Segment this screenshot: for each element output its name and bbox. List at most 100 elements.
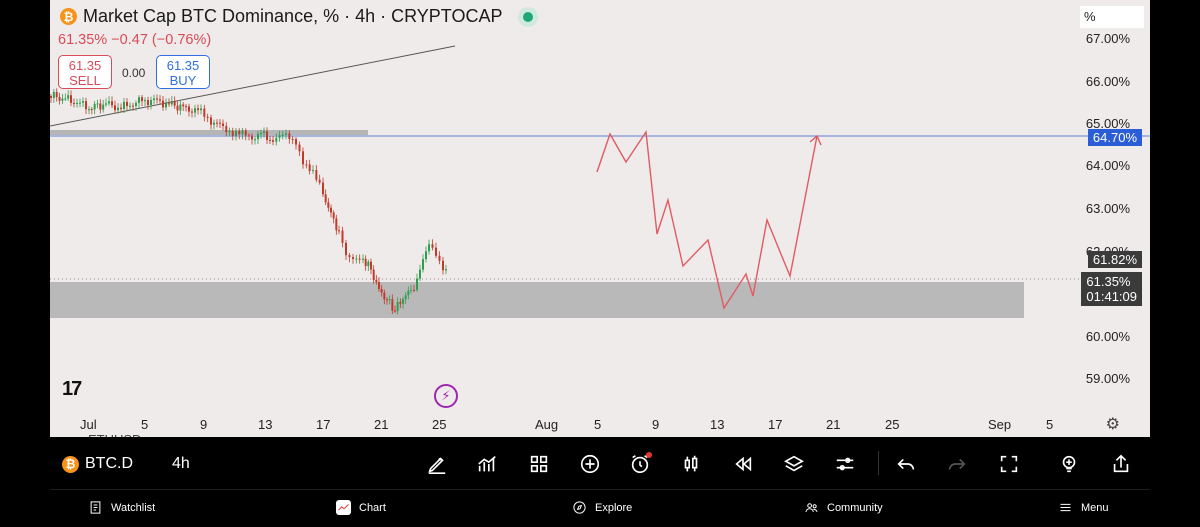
drawing-tool-icon[interactable] (424, 451, 450, 477)
candle-body (364, 258, 367, 267)
fullscreen-icon[interactable] (996, 451, 1022, 477)
candle-body (391, 299, 394, 311)
candle-body (402, 299, 404, 304)
candle-body (410, 289, 412, 291)
candle-body (312, 170, 314, 172)
candle-body (438, 255, 441, 261)
chart-type-icon[interactable] (678, 451, 704, 477)
watchlist-icon (90, 501, 101, 514)
symbol-title[interactable]: ₿ Market Cap BTC Dominance, % · 4h · CRY… (60, 6, 539, 27)
candle-body (330, 207, 332, 213)
candle-body (244, 130, 247, 136)
sell-button[interactable]: 61.35 SELL (58, 55, 112, 89)
candle-body (126, 101, 128, 106)
candle-body (120, 107, 122, 109)
x-tick: 21 (374, 417, 389, 432)
x-tick: 25 (432, 417, 447, 432)
candle-body (235, 131, 237, 136)
candle-body (295, 139, 297, 145)
x-tick: 9 (200, 417, 208, 432)
replay-icon[interactable] (730, 451, 756, 477)
chart-area[interactable]: ₿ Market Cap BTC Dominance, % · 4h · CRY… (50, 0, 1150, 437)
candle-body (308, 164, 311, 171)
nav-community[interactable]: Community (804, 500, 883, 515)
indicators-icon[interactable] (474, 451, 500, 477)
candle-body (52, 91, 55, 98)
resistance-band[interactable] (50, 130, 368, 135)
candle-body (156, 98, 158, 100)
candle-body (358, 258, 361, 260)
buy-button[interactable]: 61.35 BUY (156, 55, 210, 89)
candle-body (50, 96, 52, 98)
nav-chart[interactable]: Chart (336, 500, 386, 515)
candle-body (362, 258, 364, 260)
sell-price: 61.35 (68, 58, 102, 73)
candle-body (291, 138, 294, 140)
share-icon[interactable] (1108, 451, 1134, 477)
bottom-nav: Watchlist Chart Explore Community Menu (50, 489, 1150, 527)
settings-sliders-icon[interactable] (832, 451, 858, 477)
candle-body (194, 108, 196, 113)
candle-body (153, 98, 155, 101)
nav-watchlist[interactable]: Watchlist (88, 500, 155, 515)
interval-selector[interactable]: 4h (172, 455, 190, 472)
menu-icon (1060, 503, 1071, 512)
support-zone[interactable] (50, 282, 1024, 318)
candle-body (222, 123, 224, 127)
candle-body (372, 269, 375, 280)
candle-body (55, 91, 58, 98)
candle-body (135, 102, 137, 106)
x-tick: 21 (826, 417, 841, 432)
title-text: Market Cap BTC Dominance, % · 4h · CRYPT… (83, 6, 503, 26)
nav-menu[interactable]: Menu (1058, 500, 1109, 515)
projection-path[interactable] (596, 130, 818, 310)
market-status-icon[interactable] (518, 6, 539, 27)
candle-body (129, 105, 131, 107)
x-tick: 9 (652, 417, 660, 432)
candle-body (318, 179, 321, 183)
candle-body (93, 103, 96, 110)
candle-body (388, 299, 391, 301)
candle-body (302, 151, 304, 165)
candle-body (206, 116, 209, 118)
candle-body (85, 101, 87, 110)
candle-body (105, 103, 107, 105)
x-tick: Sep (988, 417, 1012, 432)
undo-icon[interactable] (893, 451, 919, 477)
trend-line[interactable] (50, 45, 456, 127)
alert-clock-icon[interactable] (627, 451, 653, 477)
candle-body (272, 140, 274, 142)
chart-settings-icon[interactable]: ⚙ (1105, 416, 1120, 433)
symbol-selector[interactable]: ₿ BTC.D (62, 455, 133, 473)
candle-body (266, 131, 268, 140)
price-change: 61.35% −0.47 (−0.76%) (58, 32, 212, 48)
candle-body (67, 95, 70, 99)
candle-body (352, 257, 354, 259)
tradingview-logo: 17 (62, 378, 82, 400)
nav-explore[interactable]: Explore (572, 500, 632, 515)
x-tick: 5 (1046, 417, 1054, 432)
candle-body (213, 122, 215, 125)
redo-icon[interactable] (944, 451, 970, 477)
ideas-bulb-icon[interactable] (1056, 451, 1082, 477)
candle-body (348, 255, 351, 258)
nav-menu-label: Menu (1081, 501, 1109, 514)
layouts-icon[interactable] (526, 451, 552, 477)
candle-body (386, 299, 388, 301)
x-tick: 17 (768, 417, 783, 432)
candle-body (76, 102, 78, 104)
candle-body (413, 289, 415, 291)
lightning-icon[interactable]: ⚡ (434, 384, 458, 408)
layers-icon[interactable] (781, 451, 807, 477)
candle-body (324, 194, 327, 203)
candle-body (278, 135, 281, 138)
candle-body (96, 103, 99, 105)
scale-mode-button[interactable]: % (1080, 6, 1144, 28)
candle-body (64, 98, 67, 100)
candle-body (422, 259, 424, 270)
candle-body (219, 122, 221, 124)
candle-body (238, 131, 241, 135)
candle-body (370, 261, 372, 270)
chart-canvas[interactable] (50, 0, 1150, 437)
add-icon[interactable] (577, 451, 603, 477)
